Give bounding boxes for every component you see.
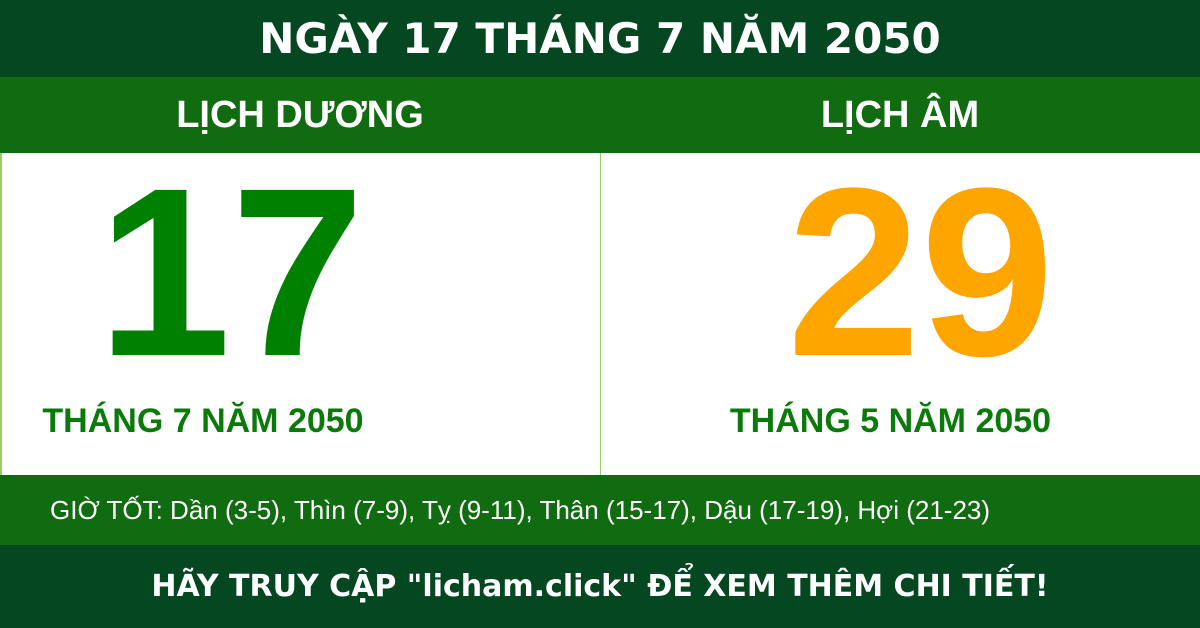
lunar-heading: LỊCH ÂM <box>820 93 980 136</box>
lunar-day: 29 <box>787 138 1054 406</box>
solar-day: 17 <box>97 138 365 406</box>
footer-cta: HÃY TRUY CẬP "licham.click" ĐỂ XEM THÊM … <box>0 545 1200 628</box>
solar-heading: LỊCH DƯƠNG <box>176 93 424 136</box>
good-hours: GIỜ TỐT: Dần (3-5), Thìn (7-9), Tỵ (9-11… <box>0 475 1200 545</box>
lunar-panel: 29 THÁNG 5 NĂM 2050 <box>600 138 1200 475</box>
solar-month-year: THÁNG 7 NĂM 2050 <box>42 402 364 440</box>
page-title: NGÀY 17 THÁNG 7 NĂM 2050 <box>0 0 1200 77</box>
solar-panel: 17 THÁNG 7 NĂM 2050 <box>0 138 600 475</box>
calendar-headings: LỊCH DƯƠNG LỊCH ÂM <box>0 77 1200 153</box>
lunar-month-year: THÁNG 5 NĂM 2050 <box>729 402 1052 440</box>
